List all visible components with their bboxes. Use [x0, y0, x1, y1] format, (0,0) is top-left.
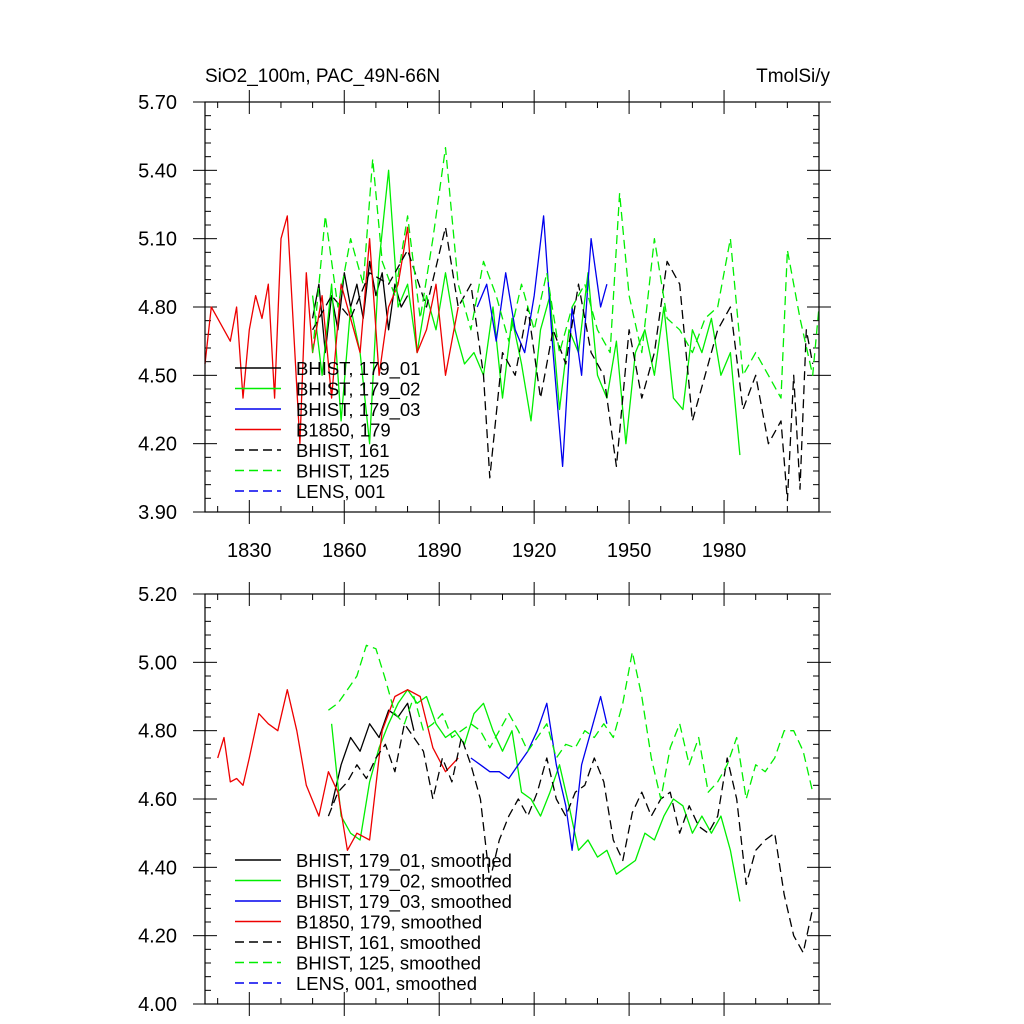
series-line-0 [330, 702, 415, 806]
y-tick-label: 3.90 [138, 502, 177, 524]
legend-label: BHIST, 179_03 [296, 399, 420, 421]
y-tick-label: 4.80 [138, 297, 177, 319]
series-line-5 [328, 644, 814, 800]
y-tick-label: 5.10 [138, 229, 177, 251]
y-tick-label: 5.70 [138, 92, 177, 114]
y-tick-label: 5.00 [138, 652, 177, 674]
y-tick-label: 4.50 [138, 365, 177, 387]
legend-label: BHIST, 161 [296, 440, 390, 461]
series-line-3 [204, 215, 459, 445]
legend-label: BHIST, 179_03, smoothed [296, 891, 512, 913]
series-line-1 [330, 689, 741, 902]
legend-label: LENS, 001, smoothed [296, 973, 477, 994]
bottom-ticks: 4.00 4.20 4.40 4.60 4.80 5.00 5.20 [138, 582, 831, 1016]
y-tick-label: 4.80 [138, 721, 177, 743]
x-tick-label: 1860 [322, 540, 367, 562]
legend-label: BHIST, 179_01 [296, 358, 420, 380]
top-plot-frame [204, 101, 820, 513]
legend-label: BHIST, 179_02 [296, 379, 420, 401]
legend-label: B1850, 179 [296, 420, 391, 441]
series-line-5 [311, 146, 820, 399]
legend-label: LENS, 001 [296, 481, 385, 502]
y-tick-label: 4.00 [138, 994, 177, 1016]
series-line-4 [312, 226, 814, 502]
y-tick-label: 4.20 [138, 926, 177, 948]
series-line-1 [311, 169, 741, 456]
legend-label: BHIST, 125 [296, 461, 390, 482]
bottom-plot-frame [204, 593, 820, 1005]
y-tick-label: 4.40 [138, 857, 177, 879]
y-tick-label: 5.40 [138, 160, 177, 182]
x-tick-label: 1920 [512, 540, 557, 562]
top-series [204, 146, 820, 502]
series-line-4 [327, 723, 814, 954]
legend-label: BHIST, 161, smoothed [296, 932, 481, 953]
x-tick-label: 1830 [227, 540, 272, 562]
series-line-3 [217, 689, 459, 851]
legend-label: BHIST, 179_02, smoothed [296, 871, 512, 893]
x-tick-label: 1950 [607, 540, 652, 562]
top-title-left: SiO2_100m, PAC_49N-66N [205, 66, 440, 87]
panel-top: SiO2_100m, PAC_49N-66N TmolSi/y 3.90 4.20… [138, 66, 831, 562]
series-line-2 [470, 695, 608, 851]
legend-label: B1850, 179, smoothed [296, 912, 482, 933]
top-title-right: TmolSi/y [756, 66, 830, 87]
x-tick-label: 1890 [417, 540, 462, 562]
y-tick-label: 5.20 [138, 584, 177, 606]
series-line-0 [311, 260, 409, 354]
legend-label: BHIST, 179_01, smoothed [296, 850, 512, 872]
y-tick-label: 4.20 [138, 434, 177, 456]
series-line-2 [476, 215, 608, 468]
y-tick-label: 4.60 [138, 789, 177, 811]
panel-bottom: 4.00 4.20 4.40 4.60 4.80 5.00 5.20 BHIST, 179_… [138, 582, 831, 1016]
bottom-series [217, 644, 814, 954]
legend-label: BHIST, 125, smoothed [296, 953, 481, 974]
x-tick-label: 1980 [702, 540, 747, 562]
